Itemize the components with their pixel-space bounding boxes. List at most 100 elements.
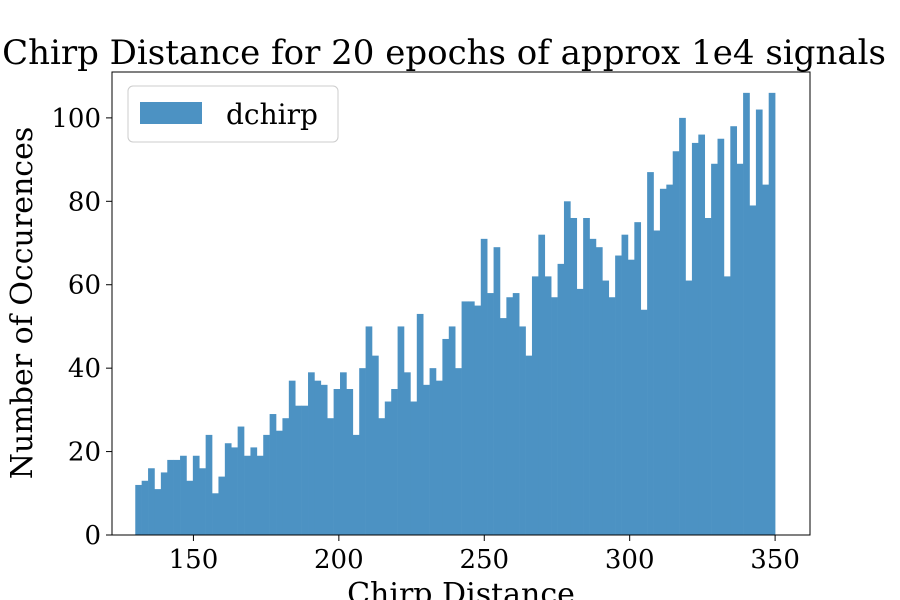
plot-frame <box>111 71 811 536</box>
histogram-bar <box>192 455 200 535</box>
histogram-bar <box>378 418 386 535</box>
histogram-bar <box>506 297 514 535</box>
y-tick-label: 60 <box>68 271 101 301</box>
histogram-bar <box>736 163 744 536</box>
histogram-bar <box>423 384 430 535</box>
histogram-bar <box>359 368 366 535</box>
histogram-bar <box>135 484 142 535</box>
histogram-bar <box>308 372 315 535</box>
histogram-bar <box>615 255 622 535</box>
histogram-bar <box>576 288 584 535</box>
x-tick-label: 150 <box>169 545 219 575</box>
histogram-bar <box>525 355 533 535</box>
histogram-bar <box>180 455 187 535</box>
histogram-bar <box>583 217 590 535</box>
histogram-bar <box>519 326 526 535</box>
y-axis-ticks: 0 20 40 60 80 100 <box>51 104 112 551</box>
x-tick-label: 300 <box>605 545 655 575</box>
histogram-bar <box>167 459 174 535</box>
legend-swatch-dchirp <box>140 102 202 124</box>
histogram-bar <box>711 163 718 536</box>
histogram-bar <box>442 338 450 535</box>
x-axis-label: Chirp Distance <box>347 577 575 600</box>
histogram-bar <box>403 372 411 535</box>
histogram-bar <box>647 172 654 536</box>
histogram-bar <box>244 455 251 535</box>
histogram-bar <box>768 92 776 535</box>
histogram-bar <box>563 201 571 535</box>
histogram-bar <box>640 309 648 535</box>
histogram-bar <box>679 117 686 536</box>
histogram-bar <box>723 276 731 535</box>
histogram-bar <box>435 380 443 535</box>
histogram-bar <box>743 92 750 535</box>
y-tick-label: 40 <box>68 354 101 384</box>
x-axis-ticks: 150 200 250 300 350 <box>169 535 800 575</box>
histogram-bar <box>608 297 616 535</box>
histogram-bar <box>218 476 226 535</box>
histogram-bar <box>231 447 238 535</box>
histogram-bar <box>595 247 603 535</box>
histogram-bar <box>212 493 219 535</box>
histogram-bar <box>237 426 245 535</box>
chart-title: Chirp Distance for 20 epochs of approx 1… <box>2 33 886 73</box>
histogram-bar <box>685 280 693 535</box>
histogram-bar <box>224 443 232 535</box>
histogram-bar <box>141 480 149 535</box>
histogram-bar <box>340 372 347 535</box>
histogram-bar <box>672 151 680 535</box>
histogram-bar <box>704 217 712 535</box>
histogram-bar <box>148 468 155 535</box>
x-tick-label: 250 <box>459 545 509 575</box>
histogram-bar <box>295 405 302 535</box>
histogram-bar <box>333 389 341 535</box>
histogram-bar <box>691 142 699 535</box>
x-tick-label: 350 <box>750 545 800 575</box>
histogram-bar <box>557 263 565 535</box>
histogram-bar <box>410 401 418 535</box>
histogram-bar <box>205 434 213 535</box>
histogram-bar <box>301 405 309 535</box>
histogram-bar <box>365 326 373 535</box>
y-tick-label: 80 <box>68 187 101 217</box>
histogram-bar <box>602 280 610 535</box>
histogram-bar <box>269 414 277 535</box>
legend: dchirp <box>127 85 339 143</box>
histogram-bar <box>397 326 405 535</box>
histogram-bar <box>480 238 488 535</box>
histogram-bar <box>320 384 328 535</box>
histogram-bar <box>448 326 456 535</box>
y-axis-label: Number of Occurences <box>5 127 40 479</box>
histogram-bar <box>666 184 674 535</box>
histogram-bar <box>730 126 738 536</box>
histogram-bar <box>531 276 539 535</box>
histogram-bar <box>589 238 597 535</box>
histogram-bar <box>256 455 264 535</box>
y-tick-label: 20 <box>68 438 101 468</box>
x-tick-label: 200 <box>314 545 364 575</box>
histogram-bar <box>512 293 520 535</box>
histogram-bar <box>570 217 578 535</box>
histogram-bar <box>659 188 667 535</box>
histogram-bar <box>199 468 206 535</box>
histogram-bar <box>372 355 379 535</box>
histogram-bar <box>467 301 475 535</box>
histogram-bar <box>391 389 398 535</box>
histogram-bar <box>346 389 354 535</box>
y-tick-label: 0 <box>84 521 101 551</box>
histogram-bar <box>455 368 462 535</box>
histogram-bar <box>327 418 334 535</box>
histogram-bar <box>474 305 482 535</box>
histogram-bar <box>538 234 546 536</box>
histogram-bar <box>154 489 162 535</box>
y-tick-label: 100 <box>51 104 101 134</box>
histogram-bar <box>634 222 642 535</box>
histogram-bar <box>429 368 437 535</box>
histogram-bar <box>762 184 770 535</box>
legend-label-dchirp: dchirp <box>226 98 318 131</box>
histogram-bar <box>544 276 552 535</box>
histogram-bar <box>551 297 558 535</box>
histogram-bar <box>263 434 270 535</box>
histogram-bar <box>717 138 725 535</box>
